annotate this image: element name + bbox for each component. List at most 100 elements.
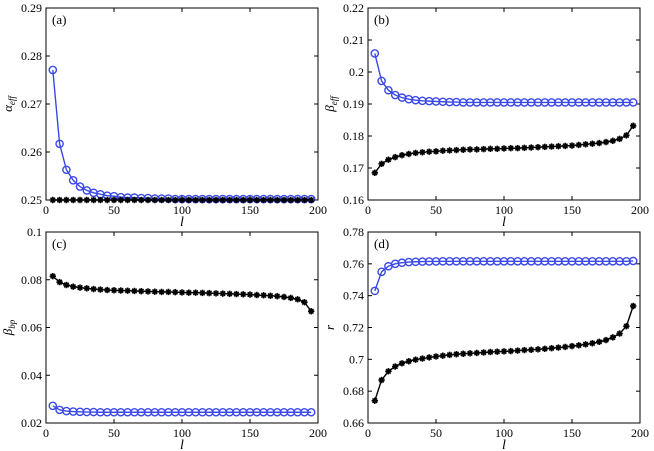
y-axis-label: βbp <box>0 319 17 336</box>
data-point-star <box>117 287 124 294</box>
data-point-star <box>301 298 308 306</box>
axes-box <box>45 231 319 424</box>
data-point-star <box>165 196 172 204</box>
data-point-star <box>267 292 274 299</box>
series-blue <box>48 401 316 417</box>
data-point-star <box>90 285 97 293</box>
data-point-star <box>623 132 630 139</box>
data-point-star <box>158 288 165 296</box>
data-point-star <box>178 196 186 204</box>
data-point-circle <box>377 267 386 277</box>
data-point-star <box>49 272 56 280</box>
data-point-star <box>589 340 596 347</box>
data-point-star <box>439 147 446 154</box>
x-tick-label: 150 <box>563 203 581 217</box>
data-point-star <box>280 196 288 204</box>
data-point-star <box>466 350 474 357</box>
data-point-star <box>104 196 111 204</box>
data-point-star <box>70 283 77 290</box>
series-line-blue <box>52 405 312 413</box>
y-tick-label: 0.26 <box>21 145 42 159</box>
data-point-star <box>287 196 294 204</box>
data-point-star <box>83 196 90 204</box>
panel-b: 0 50 100 150 200 0.16 0.17 0.18 0.19 0.2 0.21 0.22 l… <box>322 1 649 230</box>
data-point-star <box>151 288 158 295</box>
data-point-star <box>287 294 294 302</box>
x-tick-label: 150 <box>241 426 259 440</box>
data-point-star <box>246 291 254 298</box>
x-axis-label: l <box>180 215 184 230</box>
data-point-star <box>514 347 521 354</box>
x-tick-label: 100 <box>173 203 191 217</box>
data-point-star <box>473 146 480 153</box>
data-point-star <box>260 196 267 204</box>
data-point-star <box>138 196 145 204</box>
y-tick-label: 0.18 <box>343 129 364 143</box>
data-point-star <box>117 196 124 204</box>
y-tick-label: 0.72 <box>343 321 364 335</box>
data-point-star <box>528 144 535 151</box>
series-blue <box>370 256 638 296</box>
data-point-star <box>534 346 542 353</box>
data-point-star <box>609 137 616 144</box>
data-point-star <box>185 289 192 296</box>
data-point-star <box>110 196 118 204</box>
y-tick-label: 0.21 <box>343 33 364 47</box>
data-point-star <box>240 291 247 298</box>
data-point-star <box>274 293 281 300</box>
data-point-star <box>233 290 240 298</box>
data-point-circle <box>68 176 78 185</box>
data-point-star <box>568 342 576 350</box>
data-point-star <box>151 196 158 204</box>
x-tick-label: 0 <box>365 203 371 217</box>
x-tick-label: 100 <box>173 426 191 440</box>
data-point-star <box>521 144 528 152</box>
x-tick-label: 0 <box>43 203 49 217</box>
data-point-star <box>206 196 213 204</box>
data-point-star <box>392 153 399 161</box>
data-point-star <box>131 287 138 295</box>
y-tick-label: 0.66 <box>343 416 364 430</box>
data-point-star <box>630 122 637 129</box>
y-axis-label: αeff <box>0 95 17 112</box>
data-point-star <box>419 149 426 156</box>
data-point-star <box>575 141 582 149</box>
data-point-star <box>172 196 179 204</box>
data-point-star <box>63 281 70 289</box>
data-point-star <box>138 288 145 295</box>
y-tick-label: 0.16 <box>343 193 364 207</box>
data-point-star <box>124 196 131 204</box>
y-tick-label: 0.78 <box>343 225 364 239</box>
data-point-star <box>104 286 111 294</box>
data-point-star <box>616 135 623 143</box>
data-point-star <box>219 290 226 297</box>
data-point-star <box>446 147 453 154</box>
x-tick-label: 200 <box>309 203 327 217</box>
y-tick-label: 0.29 <box>21 1 42 15</box>
y-tick-label: 0.7 <box>349 352 364 366</box>
y-tick-label: 0.02 <box>21 416 42 430</box>
data-point-star <box>97 196 104 204</box>
data-point-star <box>76 284 84 291</box>
y-axis-label: βeff <box>322 95 339 113</box>
y-tick-label: 0.27 <box>21 97 42 111</box>
panel-label: (b) <box>374 12 389 27</box>
y-tick-label: 0.19 <box>343 97 364 111</box>
y-tick-label: 0.06 <box>21 321 42 335</box>
data-point-star <box>494 348 501 355</box>
data-point-circle <box>55 139 64 149</box>
data-point-star <box>405 358 412 365</box>
data-point-star <box>426 354 433 361</box>
data-point-circle <box>628 98 638 107</box>
data-point-star <box>253 196 260 204</box>
data-point-star <box>521 346 528 354</box>
data-point-star <box>233 196 240 204</box>
data-point-star <box>439 352 446 359</box>
data-point-star <box>70 196 77 204</box>
data-point-star <box>90 196 97 204</box>
data-point-star <box>419 355 426 362</box>
y-tick-label: 0.74 <box>343 289 364 303</box>
data-point-circle <box>75 182 85 191</box>
data-point-star <box>446 351 453 359</box>
